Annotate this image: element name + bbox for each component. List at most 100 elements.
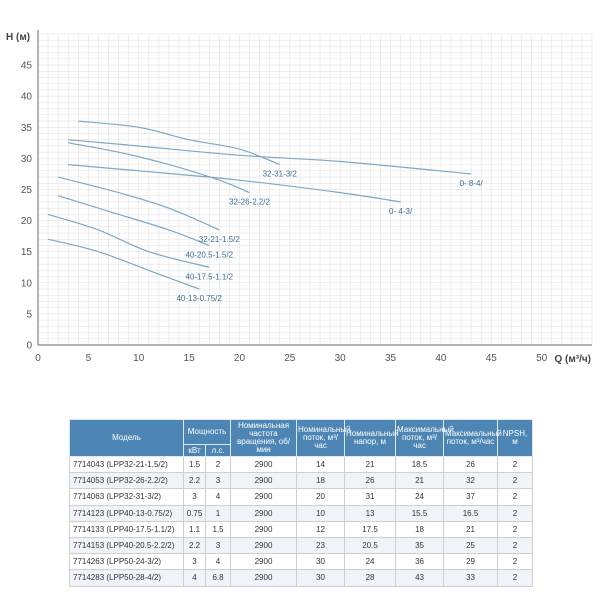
- header-max-flow: Максимальный поток, м³/час: [395, 419, 454, 457]
- curve-label: 40-13-0.75/2: [176, 294, 222, 303]
- pump-curve: [47, 213, 210, 268]
- pump-curve: [47, 238, 200, 290]
- cell-npsh: 2: [497, 520, 534, 538]
- x-tick-label: 15: [184, 353, 196, 364]
- y-tick-label: 15: [21, 247, 33, 258]
- cell-head: 24: [344, 553, 397, 571]
- curve-labels: 32-31-3/2 32-26-2.2/2 32-21-1.5/2 40-20.5-1…: [176, 170, 483, 303]
- cell-kw: 4: [183, 569, 206, 587]
- header-model: Модель: [69, 419, 184, 457]
- cell-kw: 1.1: [183, 520, 206, 538]
- y-axis-label: H (м): [6, 32, 30, 43]
- x-tick-label: 30: [335, 353, 347, 364]
- table-row: 7714123 (LPP40-13-0.75/2) 0.75 1 2900 10 13 15…: [69, 504, 534, 522]
- header-kw: кВт: [183, 444, 206, 457]
- y-tick-label: 25: [21, 185, 33, 196]
- cell-max-head: 37: [443, 488, 499, 506]
- cell-kw: 0.75: [183, 504, 206, 522]
- y-tick-label: 30: [21, 154, 33, 165]
- cell-max-head: 32: [443, 472, 499, 490]
- cell-flow: 20: [296, 488, 346, 506]
- x-tick-label: 5: [86, 353, 92, 364]
- cell-model: 7714263 (LPP50-24-3/2): [69, 553, 184, 571]
- cell-kw: 2.2: [183, 536, 206, 555]
- tick-labels: 0 5 10 15 20 25 30 35 40 45 50 0 5 10 15 20 25 30 35 40 45: [21, 61, 548, 364]
- cell-speed: 2900: [230, 488, 298, 506]
- cell-npsh: 2: [497, 504, 534, 522]
- table-row: 7714053 (LPP32-26-2.2/2) 2.2 3 2900 18 26 21 32…: [69, 472, 534, 490]
- cell-speed: 2900: [230, 520, 298, 538]
- cell-model: 7714053 (LPP32-26-2.2/2): [69, 472, 184, 490]
- cell-max-flow: 36: [395, 553, 445, 571]
- cell-flow: 12: [296, 520, 346, 538]
- cell-max-head: 29: [443, 553, 499, 571]
- curve-label: 0- 4-3/: [389, 207, 413, 216]
- y-tick-label: 0: [26, 341, 32, 352]
- pump-curve: [68, 142, 250, 194]
- cell-speed: 2900: [230, 569, 298, 587]
- cell-speed: 2900: [230, 553, 298, 571]
- cell-max-flow: 15.5: [395, 504, 445, 522]
- pump-curve: [68, 139, 472, 175]
- x-tick-label: 40: [435, 353, 447, 364]
- table-row: 7714133 (LPP40-17.5-1.1/2) 1.1 1.5 2900 12 17…: [69, 520, 534, 538]
- y-tick-label: 40: [21, 92, 33, 103]
- table-row: 7714063 (LPP32-31-3/2) 3 4 2900 20 31 24 37 2: [69, 488, 534, 506]
- cell-flow: 18: [296, 472, 346, 490]
- header-hp: л.с.: [204, 444, 232, 457]
- header-speed: Номинальная частота вращения, об/мин: [230, 419, 298, 457]
- header-power: Мощность: [182, 419, 232, 445]
- cell-max-flow: 35: [395, 536, 445, 555]
- cell-npsh: 2: [497, 536, 534, 555]
- chart-axes: [37, 30, 592, 346]
- cell-npsh: 2: [497, 569, 534, 587]
- cell-head: 28: [344, 569, 397, 587]
- cell-head: 26: [344, 472, 397, 490]
- curve-label: 32-26-2.2/2: [229, 198, 270, 207]
- cell-max-flow: 24: [395, 488, 445, 506]
- cell-kw: 3: [183, 488, 206, 506]
- pump-curve: [78, 120, 280, 166]
- cell-flow: 23: [296, 536, 346, 555]
- cell-speed: 2900: [230, 536, 298, 555]
- header-head: Номинальный напор, м: [344, 419, 399, 457]
- cell-max-flow: 21: [395, 472, 445, 490]
- cell-npsh: 2: [497, 472, 534, 490]
- cell-flow: 30: [296, 553, 346, 571]
- cell-hp: 3: [204, 472, 232, 490]
- curve-label: 40-20.5-1.5/2: [185, 250, 233, 259]
- cell-model: 7714043 (LPP32-21-1.5/2): [69, 455, 184, 474]
- cell-speed: 2900: [230, 504, 298, 522]
- cell-npsh: 2: [497, 455, 534, 474]
- header-flow: Номинальный поток, м³/час: [296, 419, 351, 457]
- x-tick-label: 10: [133, 353, 145, 364]
- chart-grid: [37, 33, 593, 346]
- y-tick-label: 35: [21, 123, 33, 134]
- cell-hp: 4: [204, 553, 232, 571]
- y-tick-label: 45: [21, 61, 33, 72]
- cell-hp: 6.8: [204, 569, 232, 587]
- x-tick-label: 0: [35, 353, 41, 364]
- cell-speed: 2900: [230, 472, 298, 490]
- table-row: 7714283 (LPP50-28-4/2) 4 6.8 2900 30 28 43 33 2: [69, 569, 534, 587]
- y-tick-label: 10: [21, 278, 33, 289]
- cell-model: 7714123 (LPP40-13-0.75/2): [69, 504, 184, 522]
- cell-hp: 2: [204, 455, 232, 474]
- header-npsh: NPSH, м: [497, 419, 534, 457]
- y-tick-label: 5: [26, 309, 32, 320]
- cell-model: 7714283 (LPP50-28-4/2): [69, 569, 184, 587]
- table-row: 7714263 (LPP50-24-3/2) 3 4 2900 30 24 36 29 2: [69, 553, 534, 571]
- cell-head: 17.5: [344, 520, 397, 538]
- cell-max-head: 33: [443, 569, 499, 587]
- cell-max-flow: 18: [395, 520, 445, 538]
- cell-head: 20.5: [344, 536, 397, 555]
- cell-head: 31: [344, 488, 397, 506]
- cell-kw: 3: [183, 553, 206, 571]
- cell-kw: 2.2: [183, 472, 206, 490]
- cell-hp: 1: [204, 504, 232, 522]
- x-axis-label: Q (м³/ч): [554, 354, 591, 365]
- cell-max-head: 25: [443, 536, 499, 555]
- pump-curve-chart: 0 5 10 15 20 25 30 35 40 45 50 0 5 10 15 20 25 30 35 40 45 3…: [6, 30, 593, 365]
- x-tick-label: 50: [536, 353, 548, 364]
- cell-max-head: 16.5: [443, 504, 499, 522]
